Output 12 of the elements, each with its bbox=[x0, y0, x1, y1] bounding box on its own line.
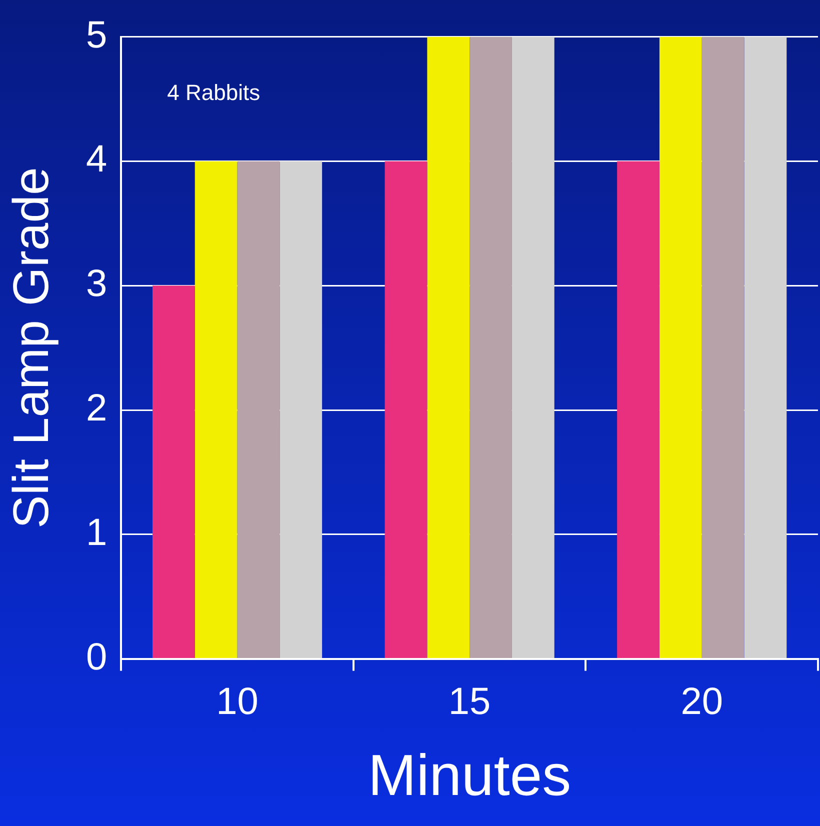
y-axis-title: Slit Lamp Grade bbox=[2, 167, 59, 528]
x-tick-label: 10 bbox=[216, 681, 258, 724]
y-tick-label: 1 bbox=[86, 512, 108, 554]
y-tick-label: 3 bbox=[86, 263, 108, 306]
y-tick-label: 0 bbox=[86, 636, 108, 678]
y-tick-label: 5 bbox=[86, 14, 108, 56]
x-tick-label: 15 bbox=[448, 681, 491, 724]
y-tick-label: 4 bbox=[86, 138, 108, 181]
x-axis-title: Minutes bbox=[368, 743, 572, 808]
annotation: 4 Rabbits bbox=[167, 80, 260, 105]
x-tick-label: 20 bbox=[680, 681, 723, 724]
y-tick-label: 2 bbox=[86, 387, 108, 430]
